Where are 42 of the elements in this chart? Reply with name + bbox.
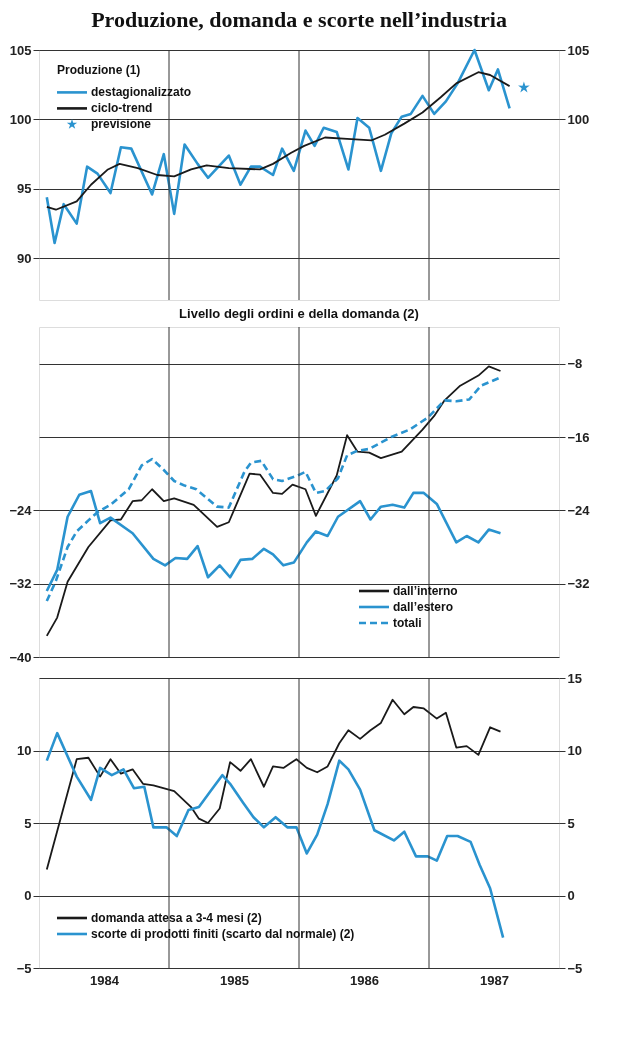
line-series bbox=[45, 731, 505, 939]
x-tick-label: 1987 bbox=[480, 972, 509, 988]
y2-tick-label: 15 bbox=[567, 670, 582, 686]
y2-tick-label: 5 bbox=[567, 815, 575, 831]
x-tick-label: 1986 bbox=[350, 972, 379, 988]
y-tick-label: −5 bbox=[16, 960, 32, 976]
y-tick-label: −40 bbox=[9, 649, 32, 665]
y-tick-label: 10 bbox=[17, 743, 32, 758]
x-tick-label: 1985 bbox=[220, 972, 249, 988]
y-tick-label: 5 bbox=[24, 815, 32, 831]
y-tick-label: 105 bbox=[9, 42, 32, 58]
legend-label: scorte di prodotti finiti (scarto dal normale) (2) bbox=[91, 927, 355, 941]
y2-tick-label: 0 bbox=[567, 888, 575, 903]
legend-label: previsione bbox=[91, 117, 152, 132]
y-tick-label: −32 bbox=[9, 576, 32, 592]
legend-label: dall’interno bbox=[393, 584, 458, 598]
y2-tick-label: 105 bbox=[567, 42, 590, 58]
y2-tick-label: 10 bbox=[567, 743, 582, 758]
legend-label: dall’estero bbox=[393, 600, 454, 614]
line-series bbox=[45, 698, 502, 871]
y-tick-label: 0 bbox=[24, 888, 32, 903]
y2-tick-label: −5 bbox=[567, 960, 583, 976]
y-tick-label: 95 bbox=[17, 181, 32, 197]
line-series bbox=[45, 376, 502, 603]
y2-tick-label: −24 bbox=[567, 502, 591, 518]
y-tick-label: 90 bbox=[17, 250, 32, 266]
x-tick-label: 1984 bbox=[90, 972, 120, 988]
legend-label: domanda attesa a 3-4 mesi (2) bbox=[91, 911, 262, 925]
y-tick-label: −24 bbox=[9, 502, 33, 518]
legend-title: Produzione (1) bbox=[57, 63, 141, 77]
y2-tick-label: −16 bbox=[567, 429, 590, 445]
chart-title: Produzione, domanda e scorte nell’industria bbox=[91, 7, 507, 32]
y2-tick-label: 100 bbox=[567, 111, 590, 127]
y2-tick-label: −32 bbox=[567, 576, 590, 592]
y2-tick-label: −8 bbox=[567, 356, 583, 372]
chart-title: Livello degli ordini e della domanda (2) bbox=[179, 305, 419, 321]
legend-label: destagionalizzato bbox=[91, 85, 192, 100]
line-series bbox=[45, 48, 511, 245]
y-tick-label: 100 bbox=[9, 111, 32, 127]
legend-label: ciclo-trend bbox=[91, 101, 153, 116]
line-series bbox=[45, 365, 502, 637]
legend-label: totali bbox=[393, 616, 422, 630]
